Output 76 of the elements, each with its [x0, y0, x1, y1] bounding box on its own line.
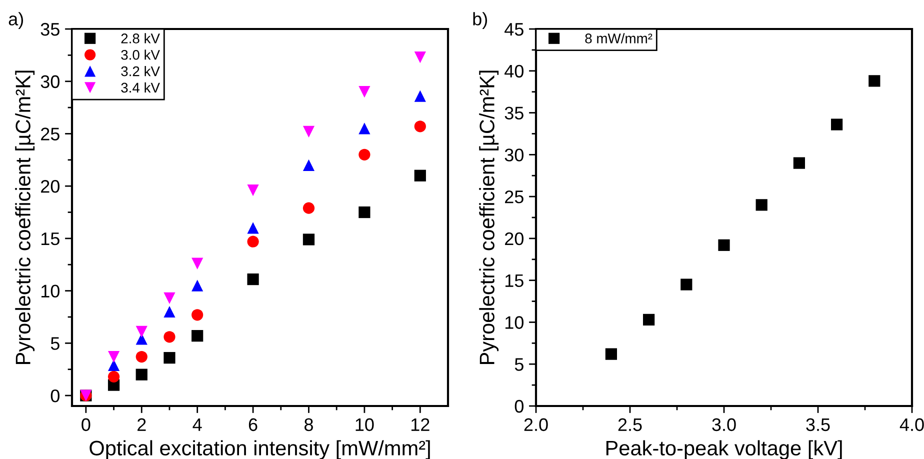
y-tick-label: 30: [504, 148, 524, 162]
x-tick-label: 4.0: [900, 418, 924, 432]
y-tick-label: 0: [514, 400, 524, 413]
y-tick-label: 45: [504, 23, 524, 36]
point: [136, 350, 148, 363]
y-tick-label: 35: [40, 22, 60, 36]
point: [247, 222, 259, 234]
point: [164, 306, 176, 318]
point: [302, 159, 315, 171]
x-tick-label: 0: [82, 418, 90, 432]
point: [136, 326, 148, 338]
text: b): [473, 12, 488, 29]
point: [247, 273, 259, 286]
x-tick-label: 3.0: [712, 418, 736, 432]
point: [358, 148, 370, 160]
y-tick-label: 15: [505, 274, 524, 288]
y-axis-title: Pyroelectric coefficient [µC/m²K]: [479, 70, 499, 364]
point: [414, 170, 426, 182]
point: [358, 86, 370, 98]
y-tick-label: 15: [41, 232, 60, 246]
y-axis-title: Pyroelectric coefficient [µC/m²K]: [15, 70, 35, 364]
x-tick-label: 2.5: [618, 418, 642, 432]
y-tick-label: 5: [514, 358, 524, 371]
y-tick-label: 10: [505, 316, 524, 329]
point: [247, 236, 259, 248]
point: [108, 350, 120, 363]
point: [793, 157, 806, 169]
point: [414, 120, 426, 132]
point: [605, 348, 618, 360]
point: [302, 202, 315, 214]
legend-label: 3.2 kV: [121, 66, 160, 76]
point: [358, 206, 370, 218]
point: [192, 280, 204, 292]
point: [192, 309, 204, 321]
point: [830, 118, 843, 130]
point: [358, 122, 370, 134]
point: [680, 278, 692, 290]
y-tick-label: 0: [50, 389, 60, 402]
y-tick-label: 25: [41, 128, 60, 140]
point: [192, 330, 204, 342]
point: [414, 90, 426, 102]
y-tick-label: 40: [504, 64, 524, 78]
y-tick-label: 5: [50, 337, 60, 350]
point: [868, 75, 880, 87]
y-tick-label: 25: [505, 190, 524, 204]
x-tick-label: 4: [192, 418, 202, 431]
point: [136, 368, 148, 380]
y-tick-label: 20: [505, 232, 524, 246]
point: [192, 258, 204, 270]
x-tick-label: 12: [411, 418, 430, 431]
x-tick-label: 6: [248, 418, 258, 432]
point: [164, 331, 176, 343]
y-tick-label: 30: [40, 75, 60, 88]
point: [302, 126, 315, 138]
x-tick-label: 3.5: [806, 418, 830, 432]
point: [164, 352, 176, 364]
point: [718, 239, 730, 251]
point: [164, 292, 176, 304]
point: [756, 199, 768, 211]
x-tick-label: 10: [356, 418, 374, 432]
y-tick-label: 20: [41, 180, 60, 193]
x-tick-label: 8: [304, 418, 313, 432]
legend-label: 2.8 kV: [121, 33, 160, 44]
x-tick-label: 2: [138, 418, 146, 431]
text: a): [8, 12, 24, 29]
point: [302, 234, 315, 246]
point: [247, 184, 259, 196]
y-tick-label: 35: [504, 106, 524, 120]
point: [642, 314, 655, 326]
y-tick-label: 10: [41, 284, 60, 298]
legend-label: 8 mW/mm²: [585, 33, 652, 44]
point: [108, 370, 120, 382]
legend-label: 3.0 kV: [121, 50, 160, 60]
point: [414, 51, 426, 64]
x-tick-label: 2.0: [524, 418, 548, 432]
legend-label: 3.4 kV: [121, 82, 160, 93]
